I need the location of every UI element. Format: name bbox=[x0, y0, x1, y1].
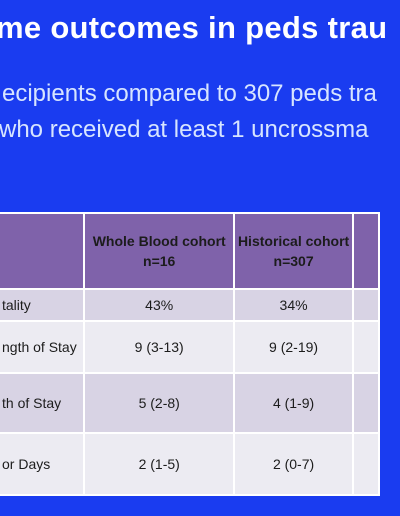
header-label-cell bbox=[0, 212, 86, 290]
row-label: tality bbox=[0, 288, 86, 322]
header-whole-blood-title: Whole Blood cohort bbox=[92, 233, 226, 249]
slide-subtitle-line-1: ecipients compared to 307 peds tra bbox=[2, 80, 377, 107]
historical-value: 2 (0-7) bbox=[233, 432, 354, 496]
extra-cell bbox=[351, 432, 381, 496]
whole-blood-value: 5 (2-8) bbox=[83, 372, 236, 434]
row-label: or Days bbox=[0, 432, 86, 496]
whole-blood-value: 2 (1-5) bbox=[83, 432, 236, 496]
row-label: th of Stay bbox=[0, 372, 86, 434]
header-extra-cell bbox=[351, 212, 381, 290]
table-row: th of Stay 5 (2-8) 4 (1-9) bbox=[0, 372, 381, 434]
extra-cell bbox=[351, 288, 381, 322]
extra-cell bbox=[351, 372, 381, 434]
historical-value: 34% bbox=[233, 288, 354, 322]
table-row: or Days 2 (1-5) 2 (0-7) bbox=[0, 432, 381, 496]
whole-blood-value: 9 (3-13) bbox=[83, 320, 236, 374]
outcomes-table: Whole Blood cohort n=16 Historical cohor… bbox=[0, 212, 381, 496]
header-whole-blood-count: n=16 bbox=[143, 253, 176, 269]
slide-subtitle-line-2: who received at least 1 uncrossma bbox=[0, 116, 369, 143]
row-label: ngth of Stay bbox=[0, 320, 86, 374]
header-historical-cohort: Historical cohort n=307 bbox=[233, 212, 354, 290]
header-historical-title: Historical cohort bbox=[237, 233, 350, 249]
header-historical-count: n=307 bbox=[273, 253, 314, 269]
table-header-row: Whole Blood cohort n=16 Historical cohor… bbox=[0, 212, 381, 290]
historical-value: 9 (2-19) bbox=[233, 320, 354, 374]
whole-blood-value: 43% bbox=[83, 288, 236, 322]
table-row: tality 43% 34% bbox=[0, 288, 381, 322]
table-row: ngth of Stay 9 (3-13) 9 (2-19) bbox=[0, 320, 381, 374]
slide-title: me outcomes in peds trau bbox=[0, 10, 388, 45]
historical-value: 4 (1-9) bbox=[233, 372, 354, 434]
header-whole-blood-cohort: Whole Blood cohort n=16 bbox=[83, 212, 236, 290]
extra-cell bbox=[351, 320, 381, 374]
